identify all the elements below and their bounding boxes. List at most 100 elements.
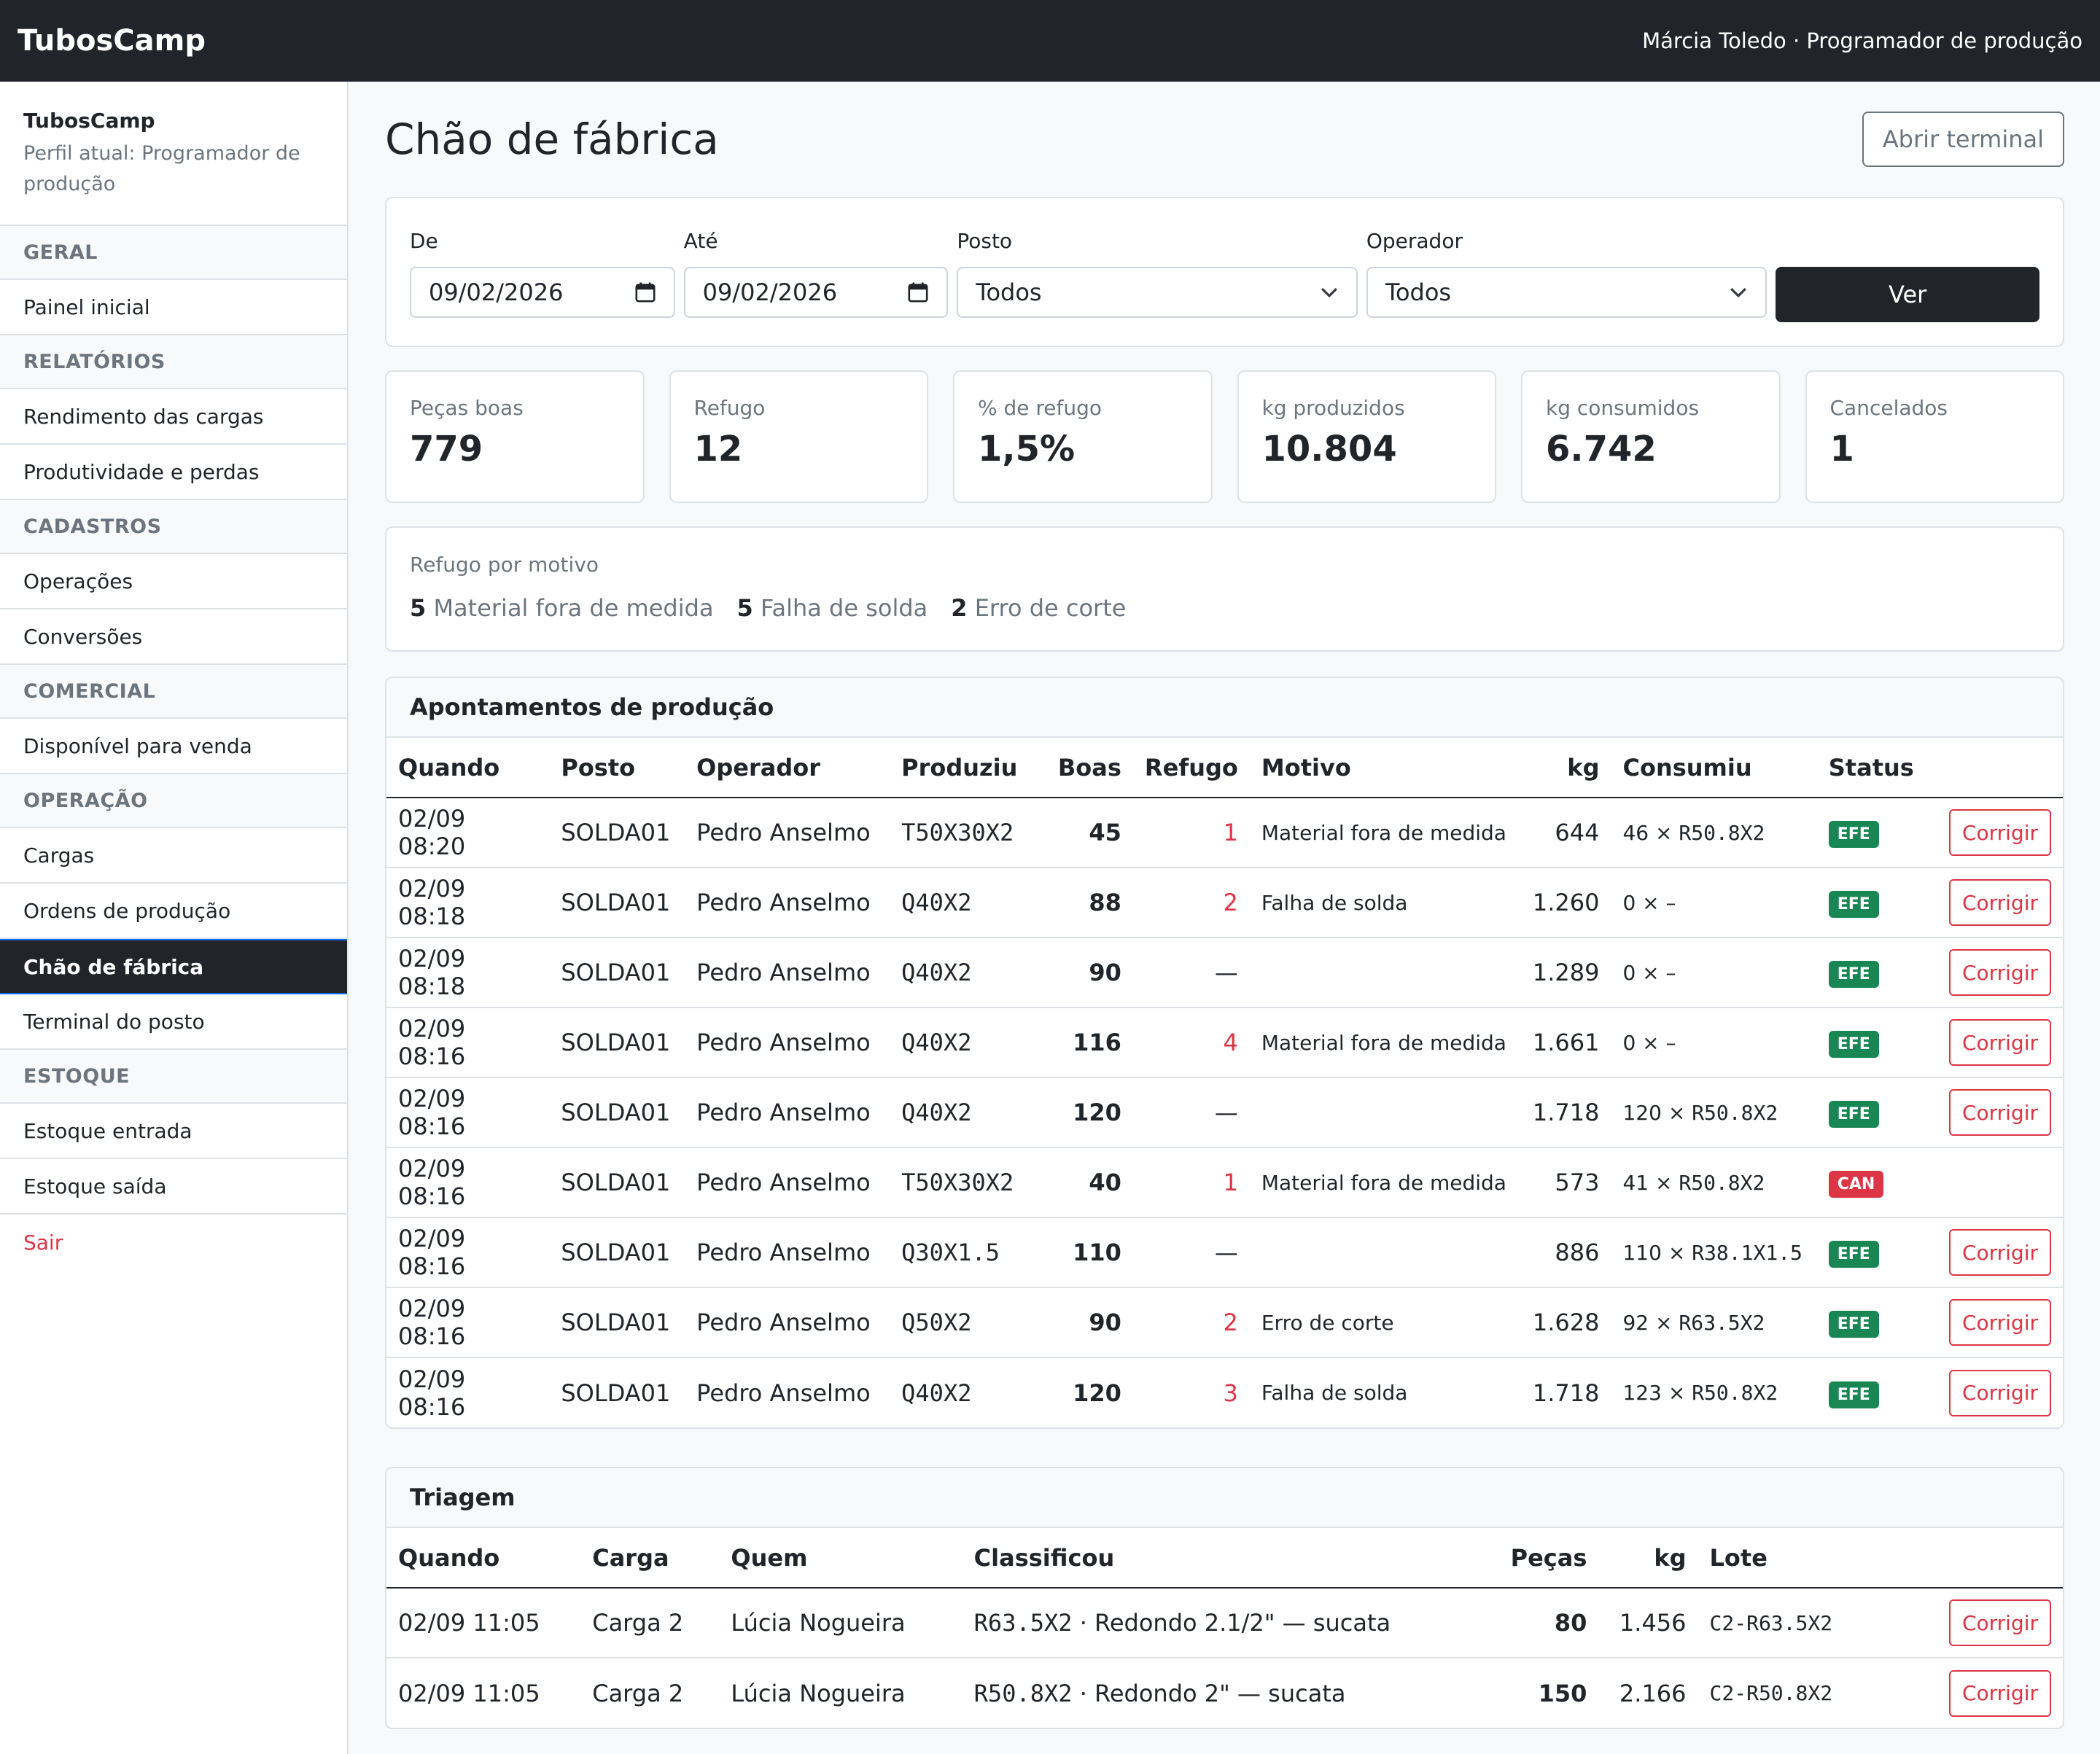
sidebar-item[interactable]: Estoque entrada	[0, 1104, 347, 1159]
col-actions	[1916, 1528, 2063, 1589]
sidebar-section-title: ESTOQUE	[0, 1050, 347, 1104]
stat-label: % de refugo	[978, 396, 1102, 420]
to-date-input[interactable]: 09/02/2026	[683, 267, 949, 318]
cell-when: 02/09 08:16	[398, 1365, 466, 1421]
cell-actions: Corrigir	[1932, 1287, 2063, 1358]
consumed-code: R63.5X2	[1679, 1310, 1765, 1335]
from-date-input[interactable]: 09/02/2026	[410, 267, 675, 318]
post-label: Posto	[957, 229, 1013, 253]
from-date-value: 09/02/2026	[429, 278, 564, 306]
sidebar-item[interactable]: Produtividade e perdas	[0, 445, 347, 500]
cell-good: 120	[1044, 1077, 1133, 1148]
stat-card: Refugo 12	[669, 370, 928, 503]
cell-operator: Pedro Anselmo	[685, 1217, 890, 1288]
sidebar-section-title: CADASTROS	[0, 500, 347, 554]
production-table-body: 02/09 08:20 SOLDA01 Pedro Anselmo T50X30X2 4…	[386, 798, 2063, 1427]
cell-product: T50X30X2	[890, 1147, 1045, 1218]
operator-select[interactable]: Todos	[1366, 267, 1768, 318]
stat-label: kg produzidos	[1261, 396, 1405, 420]
cell-product: Q40X2	[890, 1007, 1045, 1078]
cell-lot: C2-R63.5X2	[1698, 1588, 1917, 1658]
cell-product: Q40X2	[901, 1379, 972, 1407]
correct-button[interactable]: Corrigir	[1948, 879, 2051, 926]
status-badge: EFE	[1828, 1101, 1879, 1128]
cell-load: Carga 2	[592, 1679, 684, 1707]
correct-button[interactable]: Corrigir	[1948, 1669, 2051, 1717]
cell-operator: Pedro Anselmo	[685, 1077, 890, 1148]
col-kg: kg	[1520, 738, 1611, 798]
sidebar-item[interactable]: Chão de fábrica	[0, 939, 347, 994]
table-row: 02/09 08:16 SOLDA01 Pedro Anselmo Q40X2 120—…	[386, 1077, 2063, 1148]
cell-when: 02/09 11:05	[398, 1679, 540, 1707]
status-badge: EFE	[1828, 1311, 1879, 1338]
cell-product: Q40X2	[890, 868, 1045, 938]
view-button[interactable]: Ver	[1776, 267, 2040, 322]
correct-button[interactable]: Corrigir	[1948, 809, 2051, 856]
stats-row: Peças boas 779 Refugo 12 % de refugo 1,5% kg p…	[385, 370, 2064, 503]
table-row: 02/09 08:16 SOLDA01 Pedro Anselmo Q30X1.5 11…	[386, 1217, 2063, 1288]
sidebar-item[interactable]: Ordens de produção	[0, 884, 347, 939]
correct-button[interactable]: Corrigir	[1948, 1299, 2051, 1346]
consumed-qty: 0 × –	[1622, 1030, 1676, 1055]
correct-button[interactable]: Corrigir	[1948, 949, 2051, 996]
sidebar-item[interactable]: Conversões	[0, 609, 347, 665]
col-operator: Operador	[685, 738, 890, 798]
cell-good: 120	[1073, 1379, 1121, 1407]
cell-status: EFE	[1817, 1357, 1932, 1427]
cell-actions: Corrigir	[1932, 798, 2063, 868]
stat-label: Cancelados	[1829, 396, 1948, 420]
open-terminal-button[interactable]: Abrir terminal	[1862, 112, 2064, 167]
sidebar-item[interactable]: Painel inicial	[0, 280, 347, 335]
cell-post: SOLDA01	[549, 938, 685, 1008]
cell-status: EFE	[1816, 1007, 1932, 1078]
filter-card: De 09/02/2026 Até 09/02/2026 Posto Todos…	[385, 197, 2064, 347]
sidebar-item-logout[interactable]: Sair	[0, 1215, 347, 1270]
status-badge: EFE	[1828, 821, 1879, 848]
sidebar-item[interactable]: Disponível para venda	[0, 719, 347, 774]
to-date-value: 09/02/2026	[702, 278, 838, 306]
page-title: Chão de fábrica	[385, 114, 719, 164]
scrap-reason-text: Material fora de medida	[433, 594, 714, 622]
consumed-qty: 41 ×	[1622, 1170, 1679, 1195]
calendar-icon[interactable]	[634, 281, 656, 303]
cell-good: 40	[1044, 1147, 1133, 1218]
correct-button[interactable]: Corrigir	[1948, 1229, 2051, 1276]
correct-button[interactable]: Corrigir	[1948, 1019, 2051, 1066]
cell-kg: 644	[1520, 798, 1611, 868]
brand-logo[interactable]: TubosCamp	[18, 24, 206, 58]
cell-reason: Erro de corte	[1249, 1287, 1521, 1358]
table-row: 02/09 08:16 SOLDA01 Pedro Anselmo T50X30X2 4…	[386, 1147, 2063, 1218]
sidebar-item[interactable]: Rendimento das cargas	[0, 389, 347, 445]
cell-scrap: —	[1132, 938, 1250, 1008]
correct-button[interactable]: Corrigir	[1948, 1369, 2051, 1416]
status-badge: EFE	[1828, 891, 1879, 918]
table-row: 02/09 08:16 SOLDA01 Pedro Anselmo Q40X2 120 3…	[386, 1357, 2063, 1427]
col-product: Produziu	[890, 738, 1045, 798]
cell-operator: Pedro Anselmo	[685, 1287, 890, 1358]
calendar-icon[interactable]	[907, 281, 929, 303]
cell-reason	[1249, 1217, 1521, 1288]
post-select[interactable]: Todos	[957, 267, 1358, 318]
cell-status: EFE	[1816, 1287, 1932, 1358]
post-group: Posto Todos	[957, 226, 1358, 318]
production-card-title: Apontamentos de produção	[386, 678, 2063, 738]
triage-card-title: Triagem	[386, 1468, 2063, 1528]
cell-consumed: 0 × –	[1611, 868, 1817, 938]
sidebar-item[interactable]: Cargas	[0, 828, 347, 884]
cell-operator: Pedro Anselmo	[685, 798, 890, 868]
sidebar-item[interactable]: Operações	[0, 554, 347, 609]
cell-post: SOLDA01	[549, 1217, 685, 1288]
sidebar-profile: Perfil atual: Programador de produção	[23, 142, 300, 195]
cell-when: 02/09 08:16	[386, 1007, 550, 1078]
cell-status: EFE	[1816, 1077, 1932, 1148]
scrap-reason-count: 5	[410, 594, 427, 622]
cell-operator: Pedro Anselmo	[685, 938, 890, 1008]
cell-consumed: 110 × R38.1X1.5	[1611, 1217, 1817, 1288]
cell-post: SOLDA01	[561, 1379, 671, 1407]
correct-button[interactable]: Corrigir	[1948, 1599, 2051, 1646]
sidebar-item[interactable]: Terminal do posto	[0, 994, 347, 1050]
cell-product: Q40X2	[890, 938, 1045, 1008]
sidebar-menu: GERAL Painel inicial RELATÓRIOS Rendimento …	[0, 226, 347, 1215]
sidebar-item[interactable]: Estoque saída	[0, 1159, 347, 1215]
correct-button[interactable]: Corrigir	[1948, 1089, 2051, 1136]
